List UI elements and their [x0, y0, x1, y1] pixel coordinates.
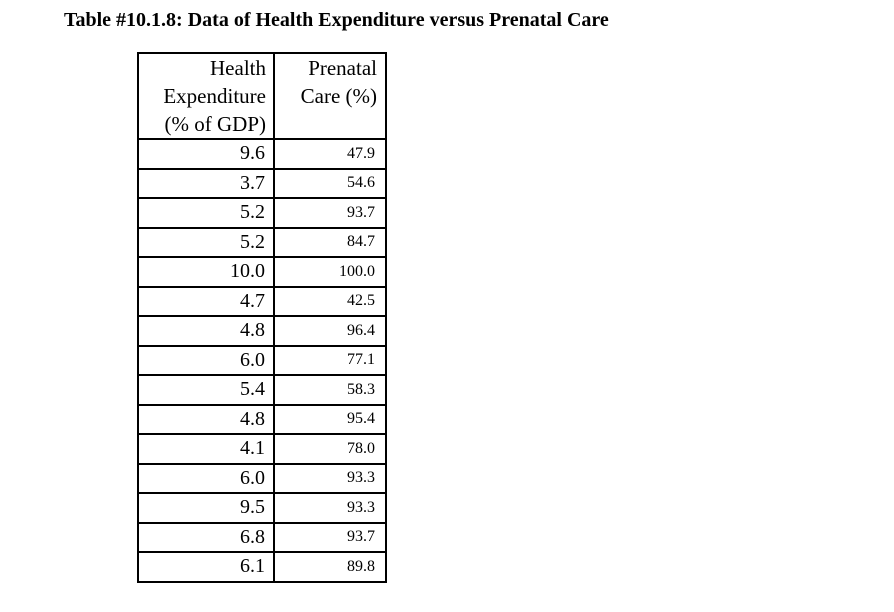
prenatal-care-cell: 93.3	[273, 462, 387, 494]
health-expenditure-cell: 3.7	[137, 167, 275, 199]
health-expenditure-cell: 4.7	[137, 285, 275, 317]
table-row: 4.7 42.5	[137, 285, 387, 317]
health-expenditure-cell: 6.0	[137, 462, 275, 494]
prenatal-care-cell: 100.0	[273, 256, 387, 288]
prenatal-care-cell: 78.0	[273, 433, 387, 465]
table-body: 9.6 47.9 3.7 54.6 5.2 93.7 5.2 84.7 10.0 100.0 4.7…	[137, 138, 387, 583]
table-row: 5.4 58.3	[137, 374, 387, 406]
table-row: 4.8 96.4	[137, 315, 387, 347]
health-expenditure-cell: 9.6	[137, 138, 275, 170]
prenatal-care-cell: 58.3	[273, 374, 387, 406]
health-expenditure-cell: 5.2	[137, 197, 275, 229]
table-row: 9.6 47.9	[137, 138, 387, 170]
health-expenditure-cell: 4.8	[137, 315, 275, 347]
table-row: 5.2 84.7	[137, 226, 387, 258]
table-row: 10.0 100.0	[137, 256, 387, 288]
health-expenditure-cell: 4.8	[137, 403, 275, 435]
health-expenditure-cell: 10.0	[137, 256, 275, 288]
table-row: 6.0 93.3	[137, 462, 387, 494]
table-row: 9.5 93.3	[137, 492, 387, 524]
health-expenditure-cell: 5.4	[137, 374, 275, 406]
header-health-expenditure: Health Expenditure (% of GDP)	[137, 52, 275, 140]
prenatal-care-cell: 96.4	[273, 315, 387, 347]
prenatal-care-cell: 89.8	[273, 551, 387, 583]
prenatal-care-cell: 54.6	[273, 167, 387, 199]
header-line: (% of GDP)	[164, 112, 266, 136]
header-row: Health Expenditure (% of GDP) Prenatal C…	[137, 52, 387, 140]
table-row: 4.8 95.4	[137, 403, 387, 435]
table-row: 6.8 93.7	[137, 521, 387, 553]
table-row: 6.1 89.8	[137, 551, 387, 583]
health-expenditure-cell: 6.8	[137, 521, 275, 553]
prenatal-care-cell: 93.3	[273, 492, 387, 524]
prenatal-care-cell: 93.7	[273, 197, 387, 229]
prenatal-care-cell: 95.4	[273, 403, 387, 435]
prenatal-care-cell: 77.1	[273, 344, 387, 376]
prenatal-care-cell: 47.9	[273, 138, 387, 170]
prenatal-care-cell: 84.7	[273, 226, 387, 258]
page-title: Table #10.1.8: Data of Health Expenditur…	[64, 9, 609, 31]
data-table: Health Expenditure (% of GDP) Prenatal C…	[137, 52, 387, 583]
health-expenditure-cell: 6.1	[137, 551, 275, 583]
header-line: Care (%)	[300, 84, 377, 108]
health-expenditure-cell: 4.1	[137, 433, 275, 465]
health-expenditure-cell: 9.5	[137, 492, 275, 524]
table-row: 3.7 54.6	[137, 167, 387, 199]
header-prenatal-care: Prenatal Care (%)	[273, 52, 387, 140]
table-row: 5.2 93.7	[137, 197, 387, 229]
table-row: 4.1 78.0	[137, 433, 387, 465]
header-line: Prenatal	[308, 56, 377, 80]
health-expenditure-cell: 6.0	[137, 344, 275, 376]
health-expenditure-cell: 5.2	[137, 226, 275, 258]
table-row: 6.0 77.1	[137, 344, 387, 376]
header-line: Health	[210, 56, 266, 80]
prenatal-care-cell: 42.5	[273, 285, 387, 317]
prenatal-care-cell: 93.7	[273, 521, 387, 553]
table-header: Health Expenditure (% of GDP) Prenatal C…	[137, 52, 387, 140]
header-line: Expenditure	[163, 84, 266, 108]
